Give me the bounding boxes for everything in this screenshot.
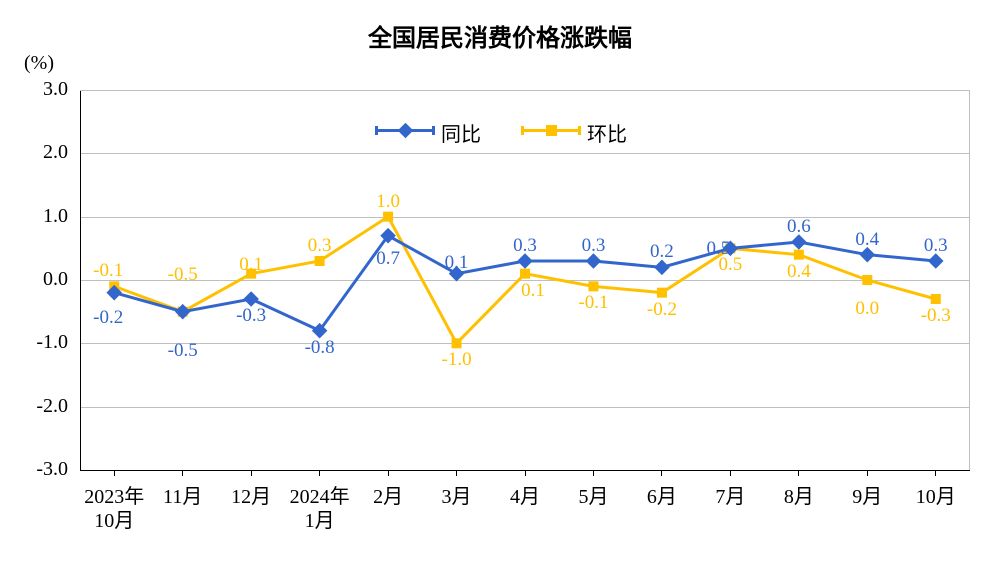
series-marker-s2 — [794, 250, 804, 260]
series-marker-s2 — [452, 338, 462, 348]
data-label-s1: -0.3 — [236, 305, 266, 327]
legend-label: 环比 — [587, 118, 627, 147]
data-label-s1: 0.2 — [650, 241, 674, 263]
data-label-s1: 0.3 — [582, 235, 606, 257]
data-label-s2: 0.3 — [308, 235, 332, 257]
data-label-s2: -0.2 — [647, 299, 677, 321]
data-label-s1: 0.1 — [445, 252, 469, 274]
data-label-s1: -0.8 — [305, 337, 335, 359]
data-label-s1: -0.2 — [93, 307, 123, 329]
data-label-s1: -0.5 — [168, 340, 198, 362]
data-label-s2: 0.4 — [787, 261, 811, 283]
data-label-s1: 0.3 — [924, 235, 948, 257]
series-marker-s2 — [657, 288, 667, 298]
data-label-s1: 0.3 — [513, 235, 537, 257]
data-label-s1: 0.6 — [787, 216, 811, 238]
legend-tick — [578, 126, 581, 135]
series-marker-s2 — [315, 256, 325, 266]
data-label-s1: 0.4 — [855, 229, 879, 251]
legend-tick — [432, 126, 435, 135]
data-label-s2: 0.1 — [521, 280, 545, 302]
data-label-s2: -0.1 — [578, 292, 608, 314]
data-label-s2: 1.0 — [376, 191, 400, 213]
series-marker-s2 — [383, 212, 393, 222]
legend-tick — [521, 126, 524, 135]
legend-label: 同比 — [441, 118, 481, 147]
series-marker-s2 — [931, 294, 941, 304]
data-label-s2: -0.3 — [921, 305, 951, 327]
chart-svg — [0, 0, 1000, 574]
series-marker-s2 — [862, 275, 872, 285]
data-label-s2: -1.0 — [441, 349, 471, 371]
series-marker-s1 — [175, 304, 191, 320]
data-label-s2: -0.1 — [93, 260, 123, 282]
data-label-s1: 0.7 — [376, 248, 400, 270]
data-label-s2: 0.1 — [239, 254, 263, 276]
series-marker-s2 — [520, 269, 530, 279]
data-label-s2: -0.5 — [168, 264, 198, 286]
legend-tick — [375, 126, 378, 135]
legend-marker — [546, 125, 557, 136]
series-marker-s2 — [588, 281, 598, 291]
data-label-s2: 0.0 — [855, 298, 879, 320]
data-label-s1: 0.5 — [707, 238, 731, 260]
cpi-line-chart: 全国居民消费价格涨跌幅(%)-3.0-2.0-1.00.01.02.03.020… — [0, 0, 1000, 574]
